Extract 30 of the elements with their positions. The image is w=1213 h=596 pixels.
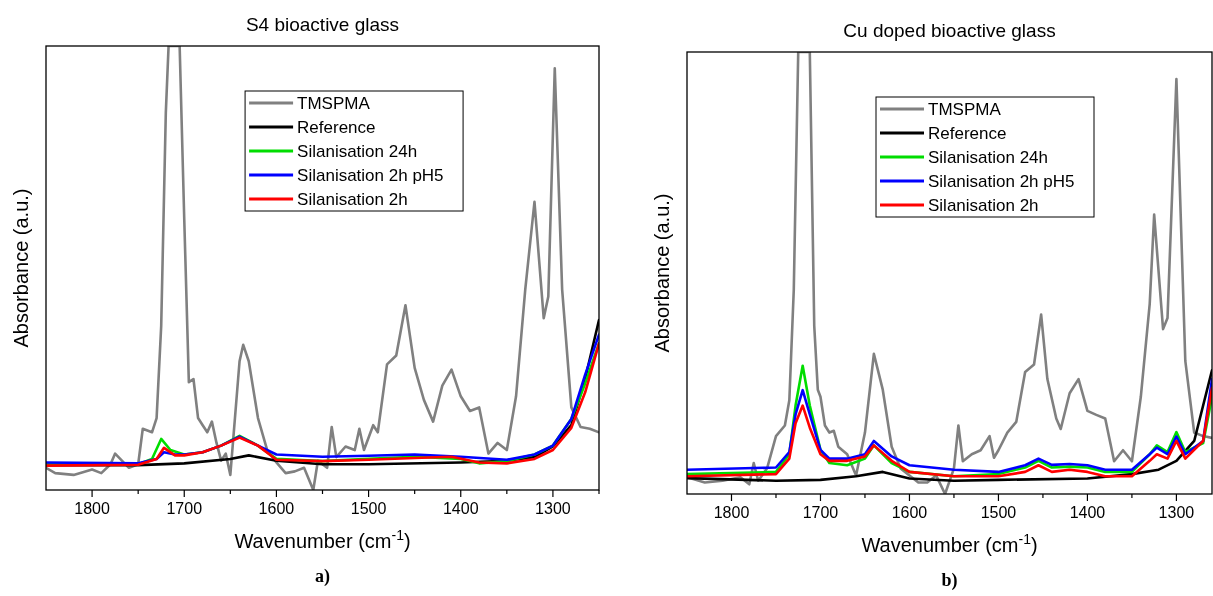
- chart-title: S4 bioactive glass: [245, 14, 400, 35]
- x-tick-label: 1800: [74, 500, 110, 517]
- x-tick-label: 1500: [980, 504, 1017, 521]
- x-axis-title: Wavenumber (cm$^{-1}$): [861, 531, 1038, 556]
- x-tick-label: 1400: [1069, 504, 1106, 521]
- text: a): [315, 566, 330, 587]
- y-axis-title: Absorbance (a.u.): [651, 193, 673, 353]
- x-tick-label: 1600: [891, 504, 928, 521]
- x-tick-label: 1700: [166, 500, 203, 517]
- x-tick-label: 1600: [258, 500, 295, 517]
- x-tick-label: 1700: [802, 504, 839, 521]
- legend-label: Silanisation 2h: [928, 196, 1039, 215]
- legend-label: Reference: [297, 118, 376, 137]
- legend-label: TMSPMA: [297, 94, 371, 113]
- legend-label: Silanisation 2h pH5: [928, 172, 1075, 191]
- x-tick-label: 1800: [713, 504, 750, 521]
- legend-label: Silanisation 24h: [928, 148, 1049, 167]
- y-axis-title: Absorbance (a.u.): [10, 188, 32, 348]
- x-axis-title: Wavenumber (cm$^{-1}$): [234, 527, 411, 552]
- legend-label: Silanisation 24h: [297, 142, 418, 161]
- legend-label: TMSPMA: [928, 100, 1002, 119]
- x-tick-label: 1500: [350, 500, 387, 517]
- x-tick-label: 1300: [1158, 504, 1195, 521]
- text: b): [941, 570, 958, 591]
- legend-label: Reference: [928, 124, 1007, 143]
- chart-title: Cu doped bioactive glass: [843, 20, 1056, 41]
- legend-label: Silanisation 2h: [297, 190, 408, 209]
- x-tick-label: 1400: [442, 500, 479, 517]
- x-tick-label: 1300: [535, 500, 571, 517]
- legend-label: Silanisation 2h pH5: [297, 166, 444, 185]
